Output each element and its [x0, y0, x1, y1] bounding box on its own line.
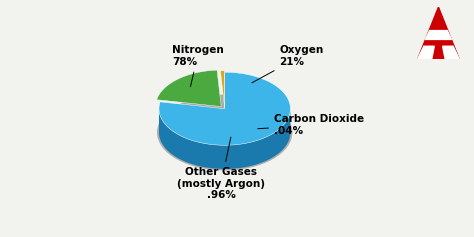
Polygon shape [418, 46, 434, 59]
Polygon shape [443, 46, 459, 59]
Polygon shape [425, 31, 451, 39]
Text: Nitrogen
78%: Nitrogen 78% [172, 45, 224, 87]
Polygon shape [220, 71, 225, 107]
Polygon shape [159, 109, 291, 169]
Polygon shape [159, 72, 291, 145]
Ellipse shape [158, 95, 292, 170]
Text: Carbon Dioxide
.04%: Carbon Dioxide .04% [258, 114, 364, 136]
Polygon shape [418, 7, 459, 59]
Ellipse shape [159, 96, 291, 169]
Text: Oxygen
21%: Oxygen 21% [252, 45, 324, 83]
Text: Other Gases
(mostly Argon)
.96%: Other Gases (mostly Argon) .96% [177, 137, 265, 200]
Polygon shape [157, 70, 221, 107]
